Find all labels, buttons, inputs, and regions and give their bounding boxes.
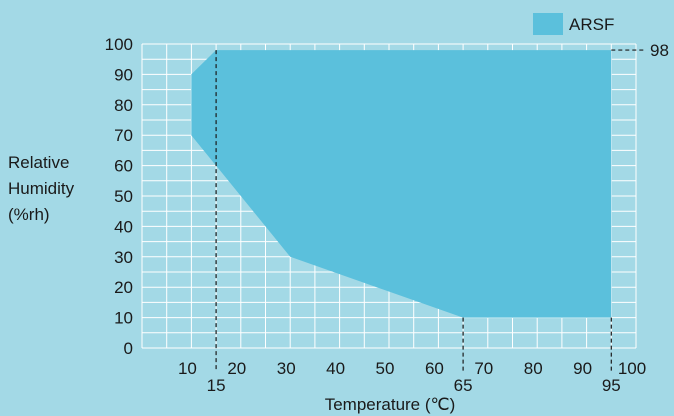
markers: 15 65 95 98 bbox=[207, 41, 669, 395]
regions bbox=[191, 50, 612, 318]
y-tick-label-80: 80 bbox=[114, 96, 133, 115]
marker-label-x-65: 65 bbox=[454, 376, 473, 395]
x-axis-label: Temperature (℃) bbox=[325, 395, 456, 414]
y-tick-label-20: 20 bbox=[114, 278, 133, 297]
x-tick-label-50: 50 bbox=[376, 359, 395, 378]
y-tick-label-30: 30 bbox=[114, 248, 133, 267]
x-tick-label-90: 90 bbox=[573, 359, 592, 378]
legend: ARSF bbox=[533, 13, 614, 35]
y-axis-label-line-3: (%rh) bbox=[8, 205, 50, 224]
marker-label-x-15: 15 bbox=[207, 376, 226, 395]
marker-label-y-98: 98 bbox=[650, 41, 669, 60]
x-tick-label-80: 80 bbox=[524, 359, 543, 378]
y-tick-label-0: 0 bbox=[124, 339, 133, 358]
x-tick-label-40: 40 bbox=[326, 359, 345, 378]
x-tick-label-100: 100 bbox=[618, 359, 646, 378]
y-tick-label-10: 10 bbox=[114, 309, 133, 328]
legend-label: ARSF bbox=[569, 15, 614, 34]
y-axis-label-line-1: Relative bbox=[8, 153, 69, 172]
legend-swatch bbox=[533, 13, 563, 35]
x-tick-label-30: 30 bbox=[277, 359, 296, 378]
y-tick-label-40: 40 bbox=[114, 217, 133, 236]
x-tick-label-70: 70 bbox=[474, 359, 493, 378]
x-tick-label-20: 20 bbox=[227, 359, 246, 378]
x-tick-label-60: 60 bbox=[425, 359, 444, 378]
marker-label-x-95: 95 bbox=[602, 376, 621, 395]
region-arsf bbox=[191, 50, 612, 318]
y-tick-label-90: 90 bbox=[114, 65, 133, 84]
y-axis-label-line-2: Humidity bbox=[8, 179, 75, 198]
tick-labels: 0 10 20 30 40 50 60 70 80 90 100 10 20 30 40 50 60 70 80 90… bbox=[105, 35, 647, 378]
axis-labels: Temperature (℃) Relative Humidity (%rh) bbox=[8, 153, 455, 414]
y-tick-label-60: 60 bbox=[114, 157, 133, 176]
x-tick-label-10: 10 bbox=[178, 359, 197, 378]
y-tick-label-70: 70 bbox=[114, 126, 133, 145]
y-tick-label-100: 100 bbox=[105, 35, 133, 54]
y-tick-label-50: 50 bbox=[114, 187, 133, 206]
